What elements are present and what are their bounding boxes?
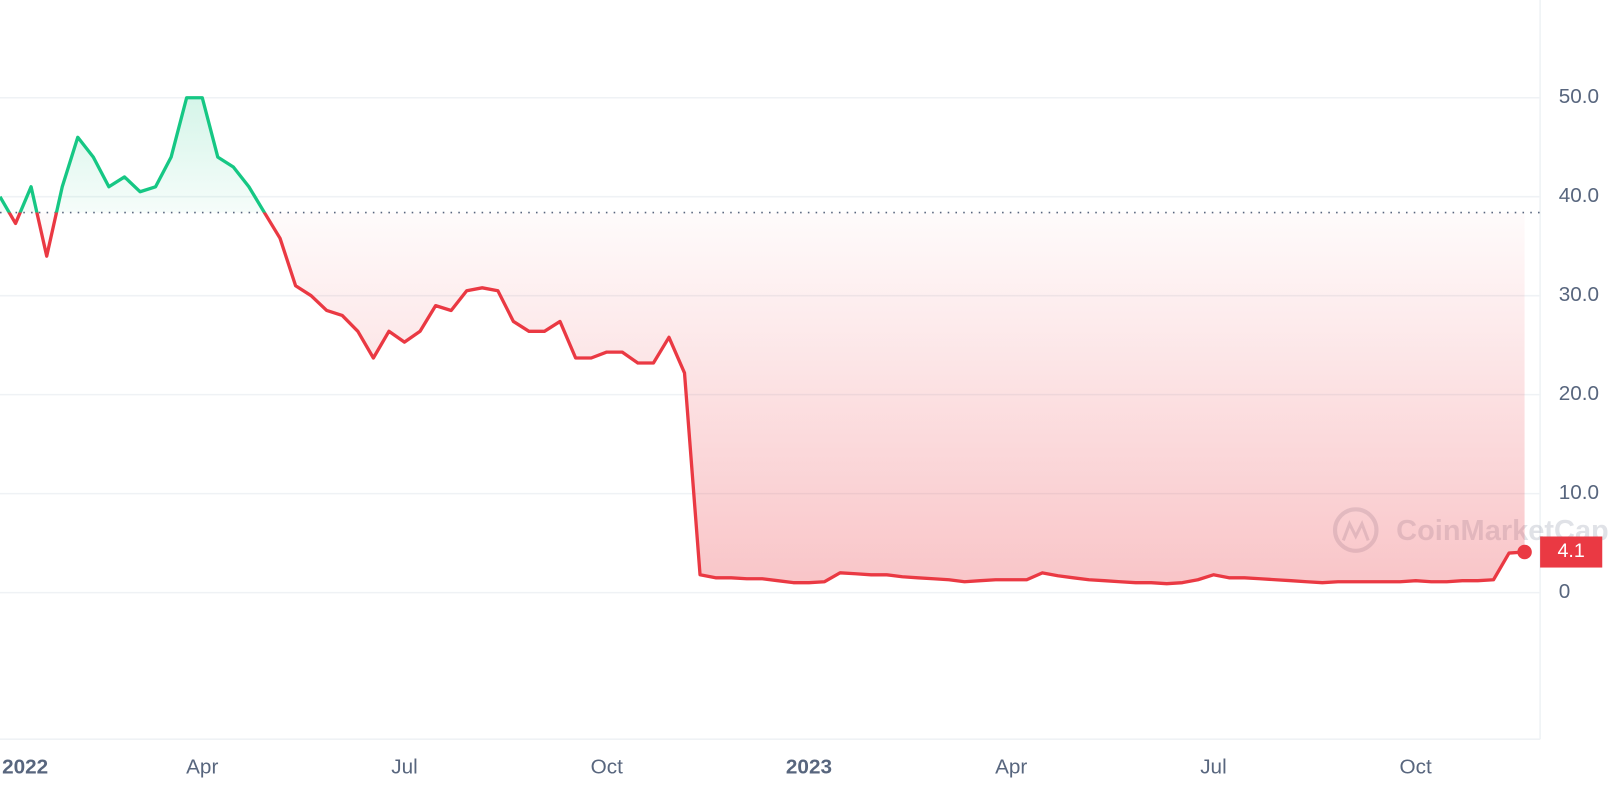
x-tick-label: Oct (591, 756, 623, 779)
price-line (0, 96, 1525, 586)
x-tick-label: Jul (391, 756, 417, 779)
x-tick-label: Apr (995, 756, 1027, 779)
y-tick-label: 50.0 (1559, 85, 1599, 108)
x-tick-label: Oct (1400, 756, 1432, 779)
y-tick-label: 10.0 (1559, 481, 1599, 504)
x-tick-label: 2022 (2, 756, 48, 779)
x-tick-label: Jul (1200, 756, 1226, 779)
price-tag-label: 4.1 (1558, 540, 1585, 562)
y-tick-label: 40.0 (1559, 184, 1599, 207)
y-tick-label: 20.0 (1559, 382, 1599, 405)
x-tick-label: Apr (186, 756, 218, 779)
x-tick-label: 2023 (786, 756, 832, 779)
y-tick-label: 0 (1559, 580, 1571, 603)
price-area (0, 97, 1525, 584)
last-point (1517, 544, 1532, 560)
y-tick-label: 30.0 (1559, 283, 1599, 306)
price-tag (1540, 536, 1603, 568)
